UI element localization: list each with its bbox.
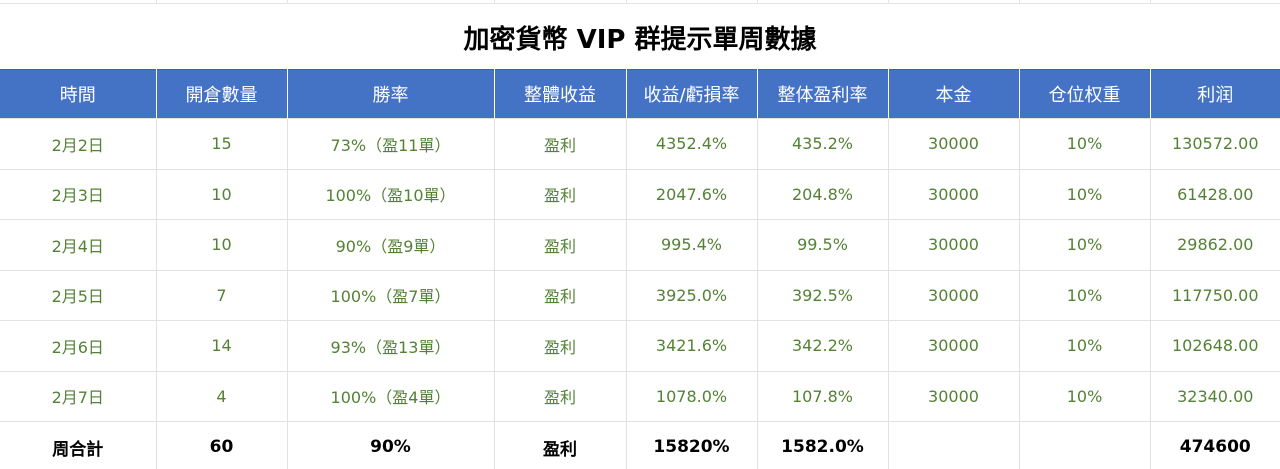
total-cell-principal[interactable] (887, 421, 1020, 469)
cell-win-rate[interactable]: 100%（盈7單） (286, 269, 495, 321)
cell-time[interactable]: 2月5日 (0, 269, 157, 321)
header-cell-principal[interactable]: 本金 (887, 69, 1020, 119)
grid-tick (287, 0, 288, 4)
cell-open-count[interactable]: 10 (155, 219, 288, 271)
cell-overall-profit-rate[interactable]: 435.2% (756, 118, 889, 170)
total-cell-overall-profit-rate[interactable]: 1582.0% (756, 421, 889, 469)
total-cell-position-weight[interactable] (1018, 421, 1151, 469)
cell-win-rate[interactable]: 93%（盈13單） (286, 320, 495, 372)
cell-open-count[interactable]: 14 (155, 320, 288, 372)
cell-profit[interactable]: 102648.00 (1149, 320, 1280, 372)
grid-tick (1019, 0, 1020, 4)
cell-principal[interactable]: 30000 (887, 118, 1020, 170)
cell-principal[interactable]: 30000 (887, 219, 1020, 271)
header-cell-win-rate[interactable]: 勝率 (286, 69, 495, 119)
cell-profit[interactable]: 117750.00 (1149, 269, 1280, 321)
cell-overall-result[interactable]: 盈利 (493, 269, 627, 321)
cell-principal[interactable]: 30000 (887, 320, 1020, 372)
cell-return-rate[interactable]: 1078.0% (625, 370, 758, 422)
cell-return-rate[interactable]: 3925.0% (625, 269, 758, 321)
table-row: 2月2日 15 73%（盈11單） 盈利 4352.4% 435.2% 3000… (0, 118, 1280, 170)
cell-principal[interactable]: 30000 (887, 370, 1020, 422)
cell-overall-profit-rate[interactable]: 342.2% (756, 320, 889, 372)
total-cell-overall-result[interactable]: 盈利 (493, 421, 627, 469)
cell-position-weight[interactable]: 10% (1018, 118, 1151, 170)
cell-profit[interactable]: 61428.00 (1149, 168, 1280, 220)
grid-tick (494, 0, 495, 4)
header-cell-profit[interactable]: 利润 (1149, 69, 1280, 119)
cell-open-count[interactable]: 15 (155, 118, 288, 170)
cell-principal[interactable]: 30000 (887, 269, 1020, 321)
cell-profit[interactable]: 130572.00 (1149, 118, 1280, 170)
grid-tick (156, 0, 157, 4)
grid-tick (626, 0, 627, 4)
header-cell-position-weight[interactable]: 仓位权重 (1018, 69, 1151, 119)
cell-win-rate[interactable]: 100%（盈4單） (286, 370, 495, 422)
cell-time[interactable]: 2月7日 (0, 370, 157, 422)
total-cell-return-rate[interactable]: 15820% (625, 421, 758, 469)
weekly-data-table: 時間 開倉數量 勝率 整體收益 收益/虧損率 整体盈利率 本金 仓位权重 利润 … (0, 69, 1280, 469)
table-row: 2月3日 10 100%（盈10單） 盈利 2047.6% 204.8% 300… (0, 168, 1280, 220)
cell-position-weight[interactable]: 10% (1018, 320, 1151, 372)
cell-open-count[interactable]: 10 (155, 168, 288, 220)
cell-overall-result[interactable]: 盈利 (493, 320, 627, 372)
header-cell-open-count[interactable]: 開倉數量 (155, 69, 288, 119)
cell-time[interactable]: 2月4日 (0, 219, 157, 271)
cell-time[interactable]: 2月2日 (0, 118, 157, 170)
cell-overall-profit-rate[interactable]: 204.8% (756, 168, 889, 220)
cell-overall-result[interactable]: 盈利 (493, 118, 627, 170)
cell-position-weight[interactable]: 10% (1018, 370, 1151, 422)
cell-win-rate[interactable]: 100%（盈10單） (286, 168, 495, 220)
total-row: 周合計 60 90% 盈利 15820% 1582.0% 474600 (0, 421, 1280, 469)
header-row: 時間 開倉數量 勝率 整體收益 收益/虧損率 整体盈利率 本金 仓位权重 利润 (0, 69, 1280, 119)
total-cell-profit[interactable]: 474600 (1149, 421, 1280, 469)
total-cell-open-count[interactable]: 60 (155, 421, 288, 469)
cell-win-rate[interactable]: 73%（盈11單） (286, 118, 495, 170)
table-row: 2月6日 14 93%（盈13單） 盈利 3421.6% 342.2% 3000… (0, 320, 1280, 372)
cell-overall-result[interactable]: 盈利 (493, 219, 627, 271)
table-row: 2月5日 7 100%（盈7單） 盈利 3925.0% 392.5% 30000… (0, 269, 1280, 321)
table-row: 2月4日 10 90%（盈9單） 盈利 995.4% 99.5% 30000 1… (0, 219, 1280, 271)
grid-tick (1150, 0, 1151, 4)
header-cell-overall-profit-rate[interactable]: 整体盈利率 (756, 69, 889, 119)
cell-principal[interactable]: 30000 (887, 168, 1020, 220)
cell-return-rate[interactable]: 995.4% (625, 219, 758, 271)
cell-position-weight[interactable]: 10% (1018, 219, 1151, 271)
cell-open-count[interactable]: 7 (155, 269, 288, 321)
cell-profit[interactable]: 32340.00 (1149, 370, 1280, 422)
cell-overall-profit-rate[interactable]: 99.5% (756, 219, 889, 271)
table-title: 加密貨幣 VIP 群提示單周數據 (463, 24, 817, 55)
header-cell-time[interactable]: 時間 (0, 69, 157, 119)
grid-tick (888, 0, 889, 4)
cell-open-count[interactable]: 4 (155, 370, 288, 422)
table-row: 2月7日 4 100%（盈4單） 盈利 1078.0% 107.8% 30000… (0, 370, 1280, 422)
cell-position-weight[interactable]: 10% (1018, 168, 1151, 220)
cell-win-rate[interactable]: 90%（盈9單） (286, 219, 495, 271)
total-cell-label[interactable]: 周合計 (0, 421, 157, 469)
total-cell-win-rate[interactable]: 90% (286, 421, 495, 469)
cell-position-weight[interactable]: 10% (1018, 269, 1151, 321)
cell-overall-profit-rate[interactable]: 107.8% (756, 370, 889, 422)
cell-overall-result[interactable]: 盈利 (493, 168, 627, 220)
cell-return-rate[interactable]: 2047.6% (625, 168, 758, 220)
cell-time[interactable]: 2月3日 (0, 168, 157, 220)
cell-return-rate[interactable]: 3421.6% (625, 320, 758, 372)
header-cell-return-rate[interactable]: 收益/虧損率 (625, 69, 758, 119)
cell-profit[interactable]: 29862.00 (1149, 219, 1280, 271)
top-grid-strip (0, 0, 1280, 4)
cell-time[interactable]: 2月6日 (0, 320, 157, 372)
header-cell-overall-result[interactable]: 整體收益 (493, 69, 627, 119)
grid-tick (757, 0, 758, 4)
cell-overall-result[interactable]: 盈利 (493, 370, 627, 422)
cell-overall-profit-rate[interactable]: 392.5% (756, 269, 889, 321)
cell-return-rate[interactable]: 4352.4% (625, 118, 758, 170)
